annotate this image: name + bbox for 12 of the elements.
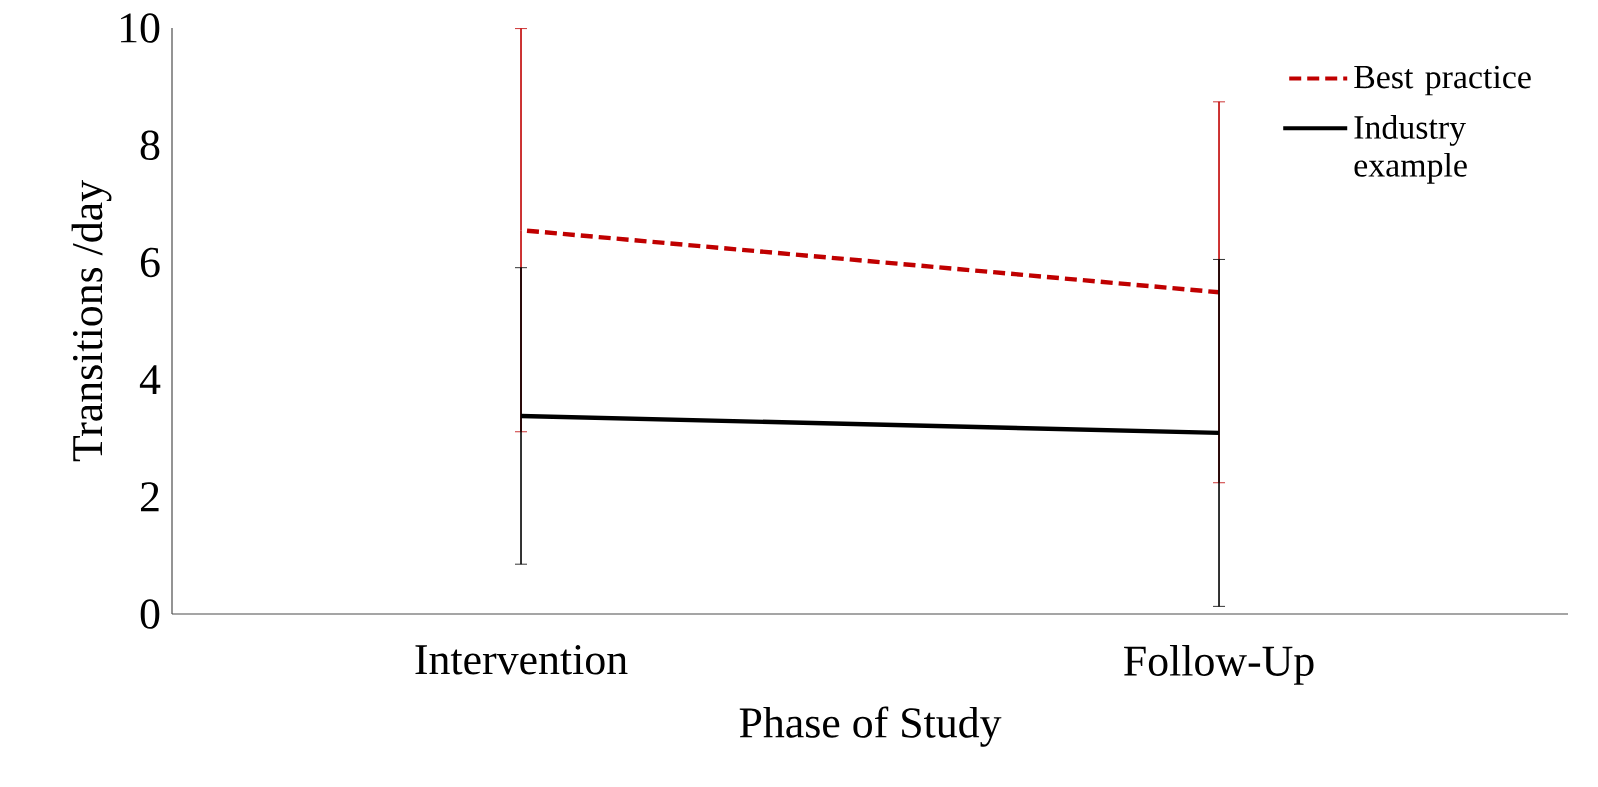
x-tick-label: Follow-Up bbox=[1124, 645, 1314, 685]
legend-label: Best practice bbox=[1354, 65, 1531, 96]
y-tick-label: 2 bbox=[140, 482, 159, 512]
y-tick-label: 8 bbox=[140, 130, 160, 160]
y-tick-label: 0 bbox=[140, 599, 160, 629]
y-tick-label: 10 bbox=[120, 13, 160, 43]
legend-label: Industry example bbox=[1354, 115, 1467, 184]
y-tick-label: 4 bbox=[139, 365, 161, 395]
y-tick-label: 6 bbox=[140, 247, 160, 278]
y-axis-title: Transitions /day bbox=[71, 180, 112, 462]
x-axis-title: Phase of Study bbox=[739, 706, 1002, 747]
x-tick-label: Intervention bbox=[415, 645, 628, 675]
